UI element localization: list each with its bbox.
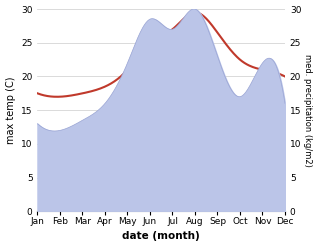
X-axis label: date (month): date (month) bbox=[122, 231, 200, 242]
Y-axis label: med. precipitation (kg/m2): med. precipitation (kg/m2) bbox=[303, 54, 313, 167]
Y-axis label: max temp (C): max temp (C) bbox=[5, 76, 16, 144]
